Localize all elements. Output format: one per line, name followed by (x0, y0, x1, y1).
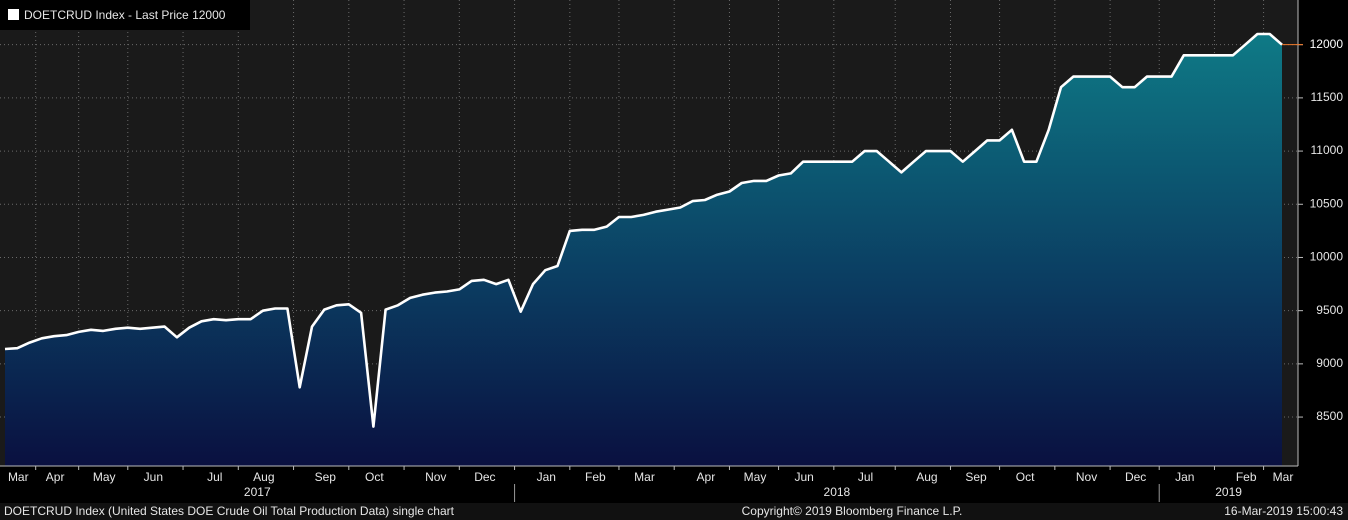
x-tick-label: May (744, 470, 767, 484)
legend-last-price: 12000 (192, 8, 226, 22)
x-tick-label: Aug (916, 470, 937, 484)
y-tick-label: 9500 (1316, 303, 1343, 317)
footer-timestamp: 16-Mar-2019 15:00:43 (1224, 504, 1343, 518)
footer-bar (0, 503, 1348, 520)
x-tick-label: Apr (46, 470, 65, 484)
x-tick-label: Sep (965, 470, 987, 484)
x-tick-label: Oct (1016, 470, 1035, 484)
y-tick-label: 11000 (1311, 143, 1344, 157)
last-price-label: 12000 (1310, 37, 1344, 51)
legend-box (0, 0, 250, 30)
x-tick-label: Jan (537, 470, 556, 484)
x-tick-label: Jun (144, 470, 163, 484)
footer-description: DOETCRUD Index (United States DOE Crude … (4, 504, 455, 518)
y-tick-label: 9000 (1316, 356, 1343, 370)
x-tick-label: Dec (1125, 470, 1146, 484)
x-tick-label: Nov (425, 470, 446, 484)
x-tick-label: Sep (315, 470, 337, 484)
legend-swatch (8, 9, 19, 20)
line (4, 32, 1283, 428)
x-tick-label: May (93, 470, 116, 484)
year-label: 2018 (824, 485, 851, 499)
x-tick-label: Jul (207, 470, 222, 484)
legend-name: DOETCRUD Index - Last Price (24, 8, 189, 22)
legend-label: DOETCRUD Index - Last Price 12000 (24, 8, 226, 22)
last-price-box (1303, 36, 1348, 53)
x-tick-label: Apr (697, 470, 716, 484)
x-tick-label: Mar (634, 470, 655, 484)
x-tick-label: Feb (1236, 470, 1257, 484)
area (5, 34, 1282, 466)
footer-copyright: Copyright© 2019 Bloomberg Finance L.P. (742, 504, 963, 518)
x-tick-label: Feb (585, 470, 606, 484)
x-tick-label: Mar (8, 470, 29, 484)
x-tick-label: Mar (1273, 470, 1294, 484)
y-tick-label: 11500 (1311, 90, 1344, 104)
year-label: 2017 (244, 485, 271, 499)
x-tick-label: Oct (365, 470, 384, 484)
x-tick-label: Jan (1175, 470, 1194, 484)
x-tick-label: Nov (1076, 470, 1097, 484)
y-tick-label: 10000 (1310, 250, 1344, 264)
x-tick-label: Aug (253, 470, 274, 484)
x-tick-label: Jul (858, 470, 873, 484)
x-tick-label: Jun (794, 470, 813, 484)
y-tick-label: 8500 (1316, 409, 1343, 423)
y-tick-label: 10500 (1310, 196, 1344, 210)
year-label: 2019 (1215, 485, 1242, 499)
x-tick-label: Dec (474, 470, 495, 484)
